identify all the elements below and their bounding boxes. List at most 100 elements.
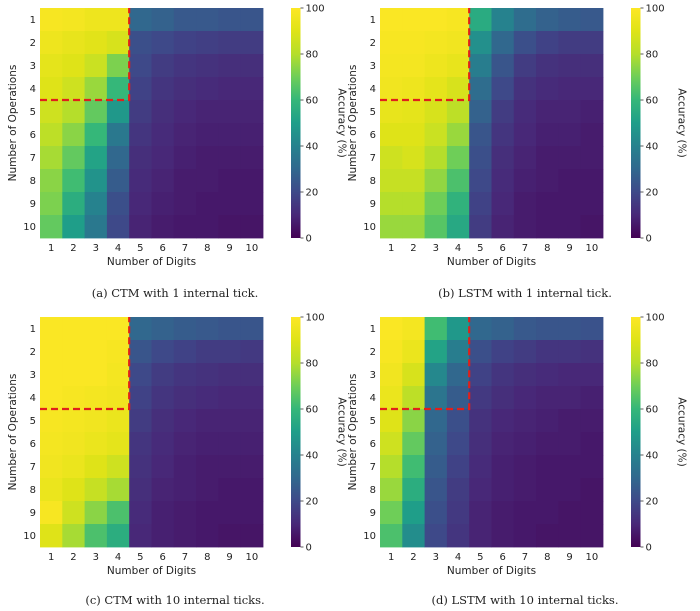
- heatmap-cell: [380, 340, 403, 364]
- heatmap-cell: [424, 386, 448, 410]
- heatmap-cell: [173, 215, 197, 239]
- heatmap-cell: [84, 169, 108, 193]
- x-tick-label: 6: [159, 552, 165, 563]
- heatmap-cell: [173, 146, 197, 170]
- heatmap-cell: [62, 54, 85, 78]
- heatmap-cell: [446, 524, 470, 548]
- heatmap-cell: [424, 146, 448, 170]
- x-tick-label: 8: [204, 243, 210, 254]
- heatmap-cell: [469, 8, 492, 32]
- heatmap-cell: [469, 524, 492, 548]
- caption-d: (d) LSTM with 10 internal ticks.: [431, 593, 619, 607]
- heatmap-cell: [491, 192, 515, 216]
- heatmap-cell: [380, 409, 403, 433]
- heatmap-cell: [196, 409, 219, 433]
- y-tick-label: 2: [30, 38, 36, 49]
- heatmap-cell: [513, 215, 537, 239]
- colorbar-tick-label: 40: [306, 451, 319, 462]
- heatmap-cell: [240, 8, 264, 32]
- heatmap-cell: [129, 455, 152, 479]
- heatmap-cell: [40, 409, 63, 433]
- heatmap-cell: [106, 8, 130, 32]
- heatmap-cell: [151, 31, 175, 55]
- y-tick-label: 8: [370, 176, 376, 187]
- x-tick-label: 7: [182, 552, 188, 563]
- heatmap-cell: [558, 192, 582, 216]
- y-tick-label: 9: [30, 199, 36, 210]
- heatmap-cell: [558, 340, 582, 364]
- heatmap-cell: [580, 215, 604, 239]
- heatmap-cell: [62, 340, 85, 364]
- heatmap-cell: [196, 215, 219, 239]
- heatmap-cell: [469, 77, 492, 101]
- heatmap-cell: [513, 340, 537, 364]
- heatmap-cell: [536, 409, 559, 433]
- heatmap-cell: [151, 340, 175, 364]
- colorbar-label: Accuracy (%): [336, 397, 348, 466]
- heatmap-cell: [536, 317, 559, 341]
- heatmap-cell: [558, 432, 582, 456]
- heatmap-cell: [580, 409, 604, 433]
- heatmap-cell: [196, 317, 219, 341]
- heatmap-cell: [240, 478, 264, 502]
- heatmap-cell: [40, 215, 63, 239]
- heatmap-cell: [218, 192, 242, 216]
- heatmap-cell: [106, 31, 130, 55]
- y-tick-label: 5: [30, 416, 36, 427]
- x-axis-label: Number of Digits: [107, 565, 196, 577]
- y-tick-label: 9: [30, 508, 36, 519]
- heatmap-cell: [173, 169, 197, 193]
- heatmap-cell: [513, 409, 537, 433]
- heatmap-cell: [196, 31, 219, 55]
- heatmap-cell: [424, 123, 448, 147]
- y-tick-label: 9: [370, 199, 376, 210]
- heatmap-cell: [173, 455, 197, 479]
- heatmap-cell: [469, 409, 492, 433]
- y-tick-label: 7: [30, 153, 36, 164]
- heatmap-cell: [380, 386, 403, 410]
- y-tick-label: 5: [370, 416, 376, 427]
- heatmap-cell: [151, 363, 175, 387]
- x-tick-label: 10: [585, 552, 598, 563]
- heatmap-cell: [62, 363, 85, 387]
- x-tick-label: 5: [477, 243, 483, 254]
- heatmap-cell: [84, 524, 108, 548]
- heatmap-cell: [240, 455, 264, 479]
- colorbar-tick-label: 100: [306, 313, 325, 324]
- heatmap-cell: [580, 317, 604, 341]
- heatmap-cell: [151, 386, 175, 410]
- heatmap-cell: [446, 54, 470, 78]
- heatmap-cell: [40, 524, 63, 548]
- x-tick-label: 8: [204, 552, 210, 563]
- heatmap-cell: [84, 455, 108, 479]
- heatmap-cell: [558, 363, 582, 387]
- y-axis-label: Number of Operations: [7, 374, 19, 491]
- heatmap-cell: [380, 432, 403, 456]
- heatmap-cell: [40, 123, 63, 147]
- colorbar-tick-label: 60: [646, 96, 659, 107]
- colorbar-tick-label: 40: [646, 142, 659, 153]
- heatmap-cell: [84, 123, 108, 147]
- x-tick-label: 9: [566, 552, 572, 563]
- heatmap-cell: [491, 100, 515, 124]
- heatmap-cell: [424, 478, 448, 502]
- heatmap-cell: [173, 340, 197, 364]
- heatmap-cell: [536, 501, 559, 525]
- x-axis-label: Number of Digits: [447, 565, 536, 577]
- colorbar-label: Accuracy (%): [676, 88, 688, 157]
- x-tick-label: 5: [477, 552, 483, 563]
- heatmap-cell: [446, 215, 470, 239]
- x-tick-label: 8: [544, 243, 550, 254]
- y-tick-label: 1: [370, 324, 376, 335]
- heatmap-cell: [173, 363, 197, 387]
- heatmap-cell: [536, 432, 559, 456]
- y-tick-label: 5: [370, 107, 376, 118]
- heatmap-cell: [196, 146, 219, 170]
- heatmap-cell: [218, 524, 242, 548]
- y-tick-label: 10: [363, 531, 376, 542]
- heatmap-cell: [129, 524, 152, 548]
- x-tick-label: 2: [410, 243, 416, 254]
- heatmap-cell: [402, 524, 425, 548]
- heatmap-cell: [40, 340, 63, 364]
- heatmap-cell: [62, 478, 85, 502]
